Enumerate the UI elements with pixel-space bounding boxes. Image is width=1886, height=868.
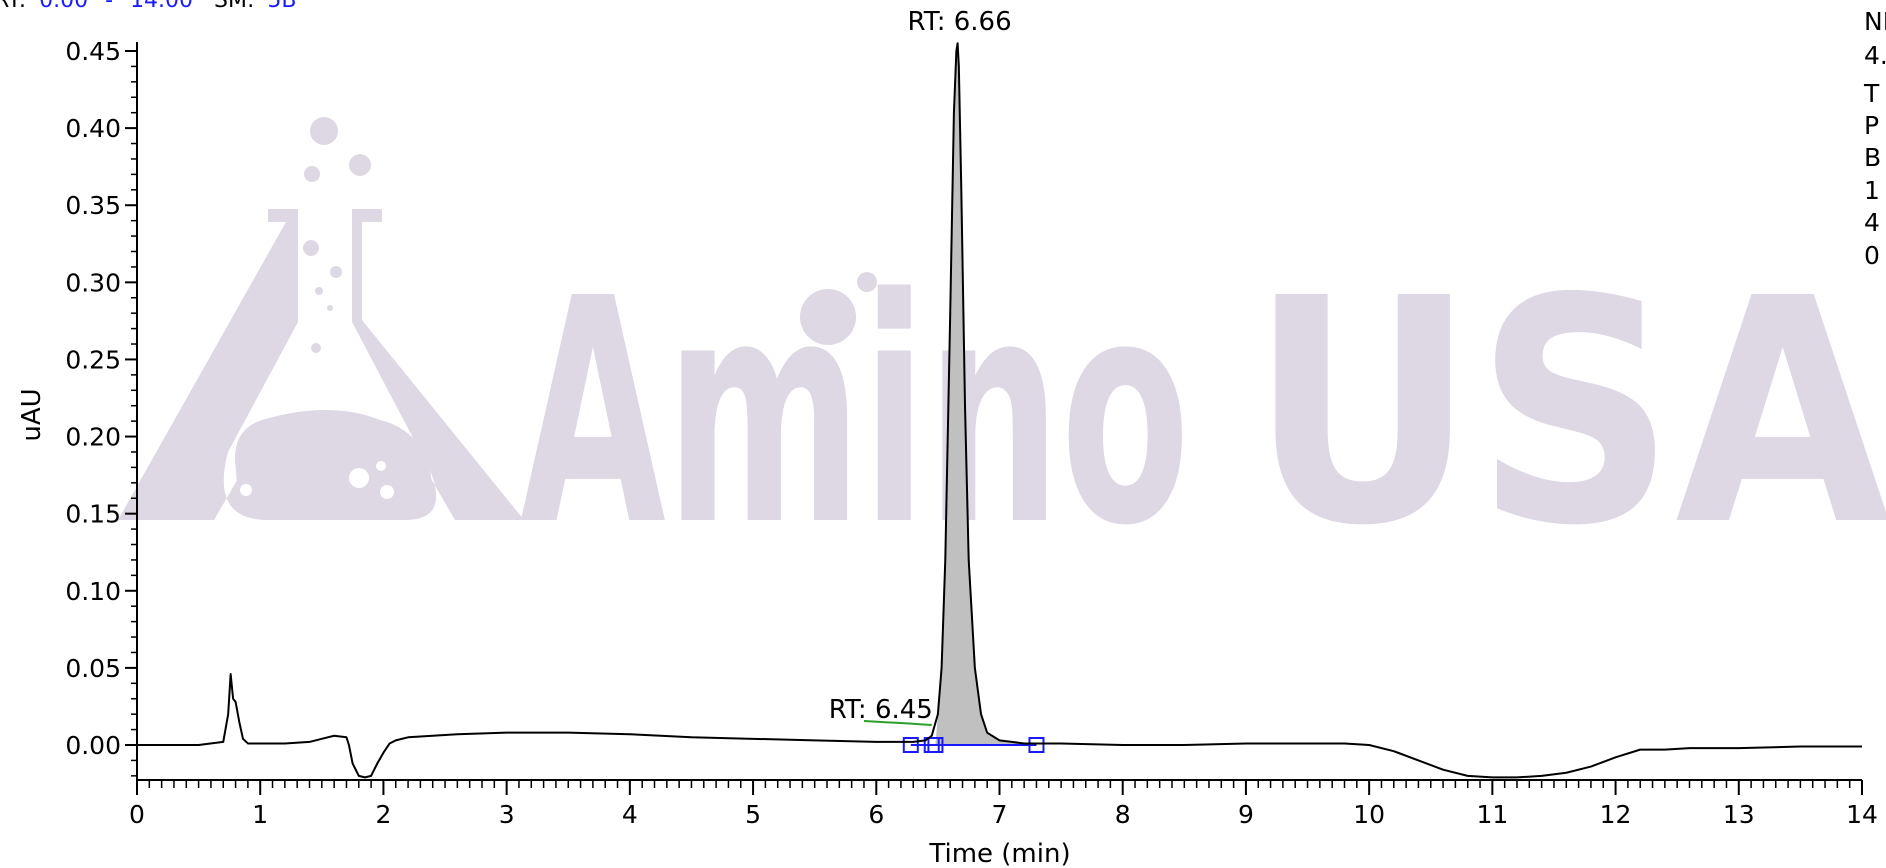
- x-ticks: 0 1 2 3 4 5 6 7 8 9 10 11 12 13 14: [129, 780, 1878, 829]
- watermark-word-left: Amino: [520, 233, 1190, 594]
- y-tick-label: 0.00: [65, 731, 121, 760]
- y-tick-label: 0.35: [65, 191, 121, 220]
- peak-marker: [902, 737, 919, 753]
- peak-marker: [927, 737, 944, 753]
- header-sm-value: 5B: [267, 0, 296, 13]
- x-tick-label: 7: [992, 800, 1008, 829]
- header-rt-to: 14.00: [130, 0, 193, 13]
- y-tick-label: 0.30: [65, 268, 121, 297]
- peak-marker: [1028, 737, 1045, 753]
- flask-logo-icon: [118, 117, 524, 520]
- watermark: Amino USA: [118, 117, 1886, 594]
- x-tick-label: 11: [1476, 800, 1508, 829]
- x-tick-label: 12: [1600, 800, 1632, 829]
- side-info-line: 1: [1864, 176, 1880, 205]
- header-sm-label: SM:: [214, 0, 254, 13]
- minor-peak-shoulder: [863, 720, 932, 726]
- header-range: RT: 0.00 - 14.00 SM: 5B: [0, 0, 297, 13]
- x-tick-label: 6: [868, 800, 884, 829]
- x-tick-label: 8: [1115, 800, 1131, 829]
- side-info-line: NL: [1864, 7, 1886, 36]
- y-tick-label: 0.25: [65, 345, 121, 374]
- peak-label: RT: 6.45: [829, 695, 933, 725]
- y-tick-label: 0.20: [65, 423, 121, 452]
- side-info-line: 0: [1864, 241, 1880, 270]
- y-tick-label: 0.10: [65, 577, 121, 606]
- header-rt-from: 0.00: [39, 0, 88, 13]
- x-tick-label: 2: [375, 800, 391, 829]
- x-tick-label: 0: [129, 800, 145, 829]
- side-info-line: 4.: [1864, 41, 1886, 70]
- side-info-line: B: [1864, 143, 1881, 172]
- plot-area: RT: 6.66 RT: 6.45: [137, 7, 1862, 779]
- y-tick-label: 0.40: [65, 114, 121, 143]
- x-tick-label: 5: [745, 800, 761, 829]
- header-rt-sep: -: [105, 0, 113, 13]
- x-tick-label: 9: [1238, 800, 1254, 829]
- series-line: [137, 42, 1862, 779]
- y-axis-title: uAU: [17, 388, 47, 441]
- side-info: NL 4. TPB 1 4 0: [1863, 7, 1886, 270]
- watermark-dots: [800, 272, 877, 345]
- peak-label: RT: 6.66: [908, 7, 1012, 37]
- x-tick-label: 1: [252, 800, 268, 829]
- x-tick-label: 14: [1846, 800, 1878, 829]
- side-info-line: 4: [1864, 208, 1880, 237]
- x-tick-label: 4: [622, 800, 638, 829]
- x-tick-label: 10: [1353, 800, 1385, 829]
- watermark-word-right: USA: [1250, 233, 1886, 594]
- x-axis-title: Time (min): [928, 839, 1070, 868]
- y-ticks: 0.00 0.05 0.10 0.15 0.20 0.25 0.30 0.35 0.40 0.45: [65, 37, 137, 777]
- side-info-line: P: [1864, 111, 1879, 140]
- x-tick-label: 3: [499, 800, 515, 829]
- x-tick-label: 13: [1723, 800, 1755, 829]
- peak-area: [935, 43, 1037, 746]
- y-tick-label: 0.05: [65, 654, 121, 683]
- header-rt-label: RT:: [0, 0, 26, 13]
- flask-bubbles: [240, 461, 394, 499]
- side-info-line: T: [1863, 79, 1880, 108]
- y-tick-label: 0.45: [65, 37, 121, 66]
- y-tick-label: 0.15: [65, 500, 121, 529]
